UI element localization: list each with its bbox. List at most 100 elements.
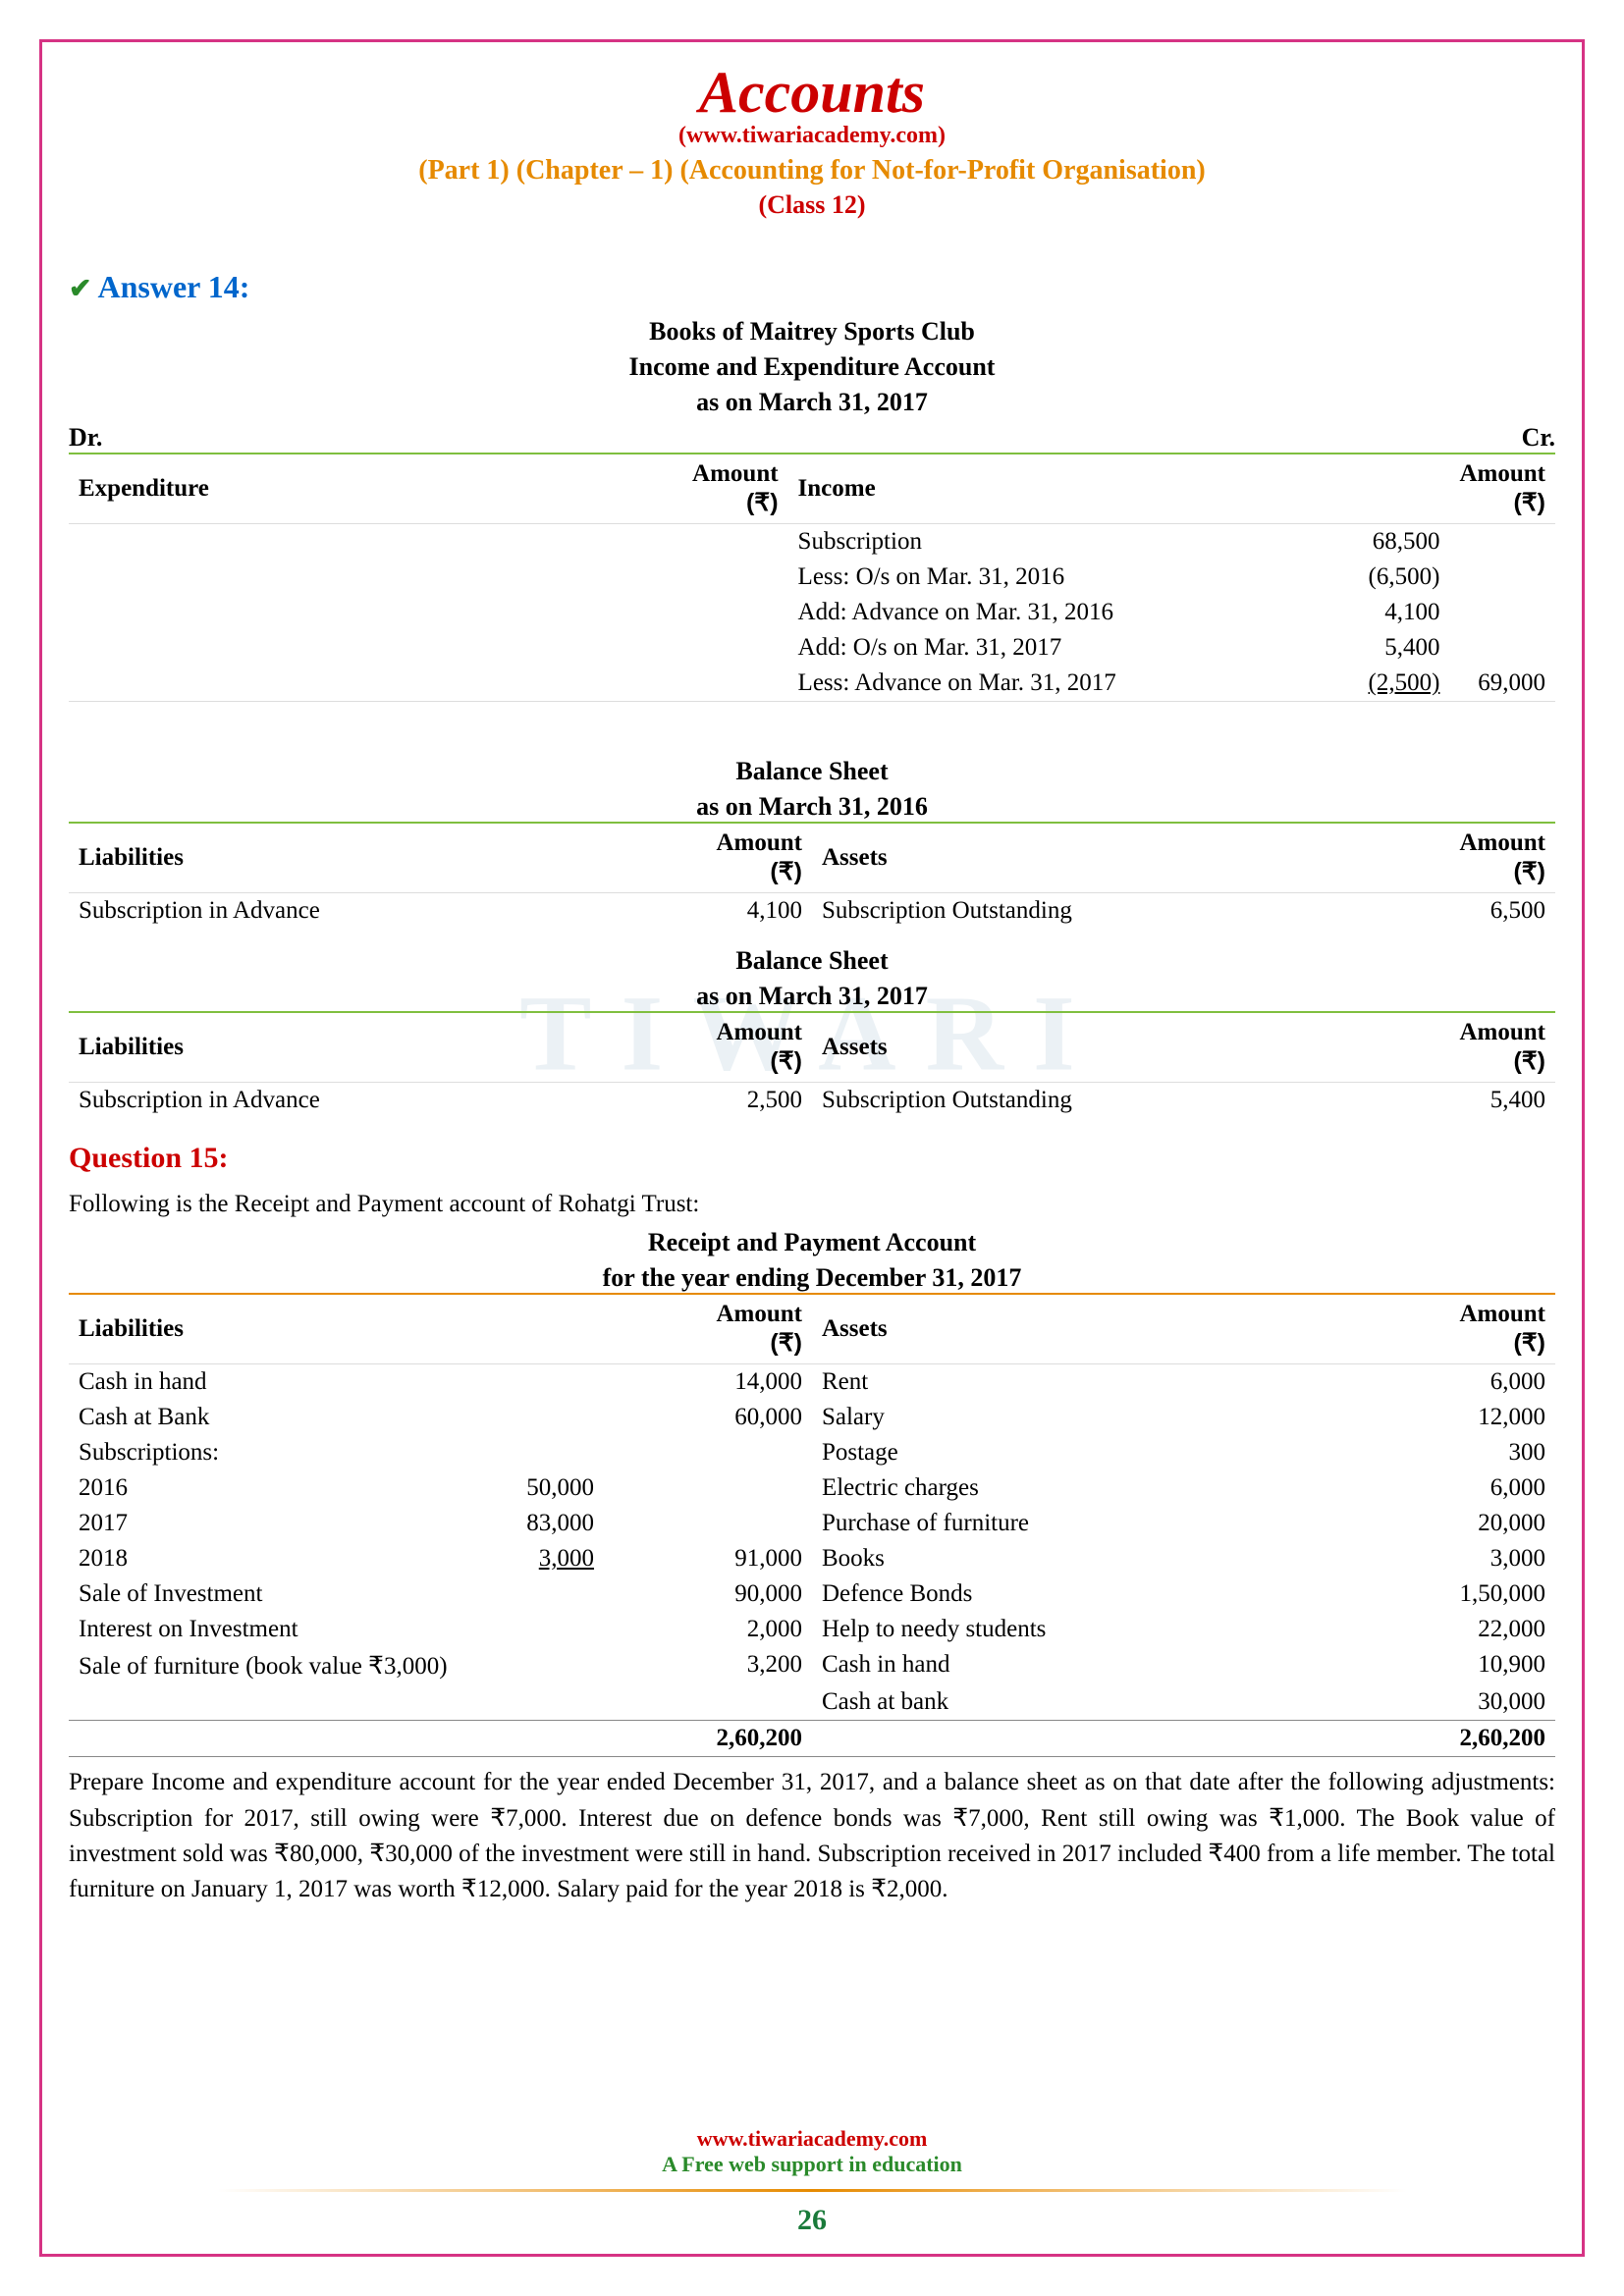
- rp-left-label: Sale of Investment: [69, 1576, 485, 1612]
- asset-label: Subscription Outstanding: [812, 893, 1347, 930]
- asset-amt: 6,500: [1347, 893, 1555, 930]
- bs2016-title: Balance Sheet: [69, 757, 1555, 786]
- rp-left-sub: [485, 1684, 604, 1721]
- income-sub: 68,500: [1304, 524, 1450, 561]
- rp-left-label: Cash in hand: [69, 1364, 485, 1401]
- col-assets: Assets: [812, 823, 1347, 893]
- answer-14-label: Answer 14:: [97, 269, 249, 304]
- book-title: Books of Maitrey Sports Club: [69, 317, 1555, 347]
- income-expenditure-table: Expenditure Amount(₹) Income Amount(₹) S…: [69, 453, 1555, 737]
- liab-label: Subscription in Advance: [69, 1083, 604, 1119]
- rp-right-amt: 20,000: [1347, 1506, 1555, 1541]
- col-amt-r: Amount(₹): [1347, 1294, 1555, 1364]
- rp-left-sub: [485, 1435, 604, 1470]
- rp-left-amt: [604, 1684, 812, 1721]
- rp-left-amt: 60,000: [604, 1400, 812, 1435]
- rp-left-sub: 50,000: [485, 1470, 604, 1506]
- col-assets: Assets: [812, 1294, 1347, 1364]
- rp-right-label: Books: [812, 1541, 1347, 1576]
- rp-left-sub: 83,000: [485, 1506, 604, 1541]
- rp-left-sub: [485, 1647, 604, 1684]
- rp-right-label: Rent: [812, 1364, 1347, 1401]
- rp-left-label: 2018: [69, 1541, 485, 1576]
- footer: www.tiwariacademy.com A Free web support…: [69, 2107, 1555, 2237]
- rp-right-label: Salary: [812, 1400, 1347, 1435]
- income-label: Less: Advance on Mar. 31, 2017: [788, 666, 1304, 702]
- col-sub-l: [485, 1294, 604, 1364]
- rp-left-label: [69, 1684, 485, 1721]
- income-sub: 5,400: [1304, 630, 1450, 666]
- rp-right-amt: 12,000: [1347, 1400, 1555, 1435]
- rp-subtitle: for the year ending December 31, 2017: [69, 1263, 1555, 1293]
- page-content: Accounts (www.tiwariacademy.com) (Part 1…: [69, 59, 1555, 2237]
- col-liab: Liabilities: [69, 1012, 604, 1083]
- col-amt-r: Amount(₹): [1347, 823, 1555, 893]
- col-sub: [1304, 454, 1450, 524]
- rp-left-sub: [485, 1612, 604, 1647]
- answer-14-heading: ✔Answer 14:: [69, 269, 1555, 305]
- rp-right-amt: 1,50,000: [1347, 1576, 1555, 1612]
- rp-left-label: Cash at Bank: [69, 1400, 485, 1435]
- page-number: 26: [69, 2204, 1555, 2237]
- col-liab: Liabilities: [69, 1294, 485, 1364]
- col-amount-right: Amount(₹): [1449, 454, 1555, 524]
- rp-right-label: Defence Bonds: [812, 1576, 1347, 1612]
- rp-left-label: 2017: [69, 1506, 485, 1541]
- footer-url: www.tiwariacademy.com: [69, 2126, 1555, 2152]
- liab-amt: 4,100: [604, 893, 812, 930]
- rp-left-label: Sale of furniture (book value ₹3,000): [69, 1647, 485, 1684]
- rp-left-amt: 3,200: [604, 1647, 812, 1684]
- total-left: 2,60,200: [604, 1721, 812, 1757]
- asset-amt: 5,400: [1347, 1083, 1555, 1119]
- footer-tagline: A Free web support in education: [69, 2152, 1555, 2177]
- col-liab: Liabilities: [69, 823, 604, 893]
- chapter-subtitle: (Part 1) (Chapter – 1) (Accounting for N…: [69, 155, 1555, 187]
- dr-cr-row: Dr. Cr.: [69, 423, 1555, 453]
- rp-right-amt: 30,000: [1347, 1684, 1555, 1721]
- rp-right-amt: 3,000: [1347, 1541, 1555, 1576]
- rp-right-amt: 6,000: [1347, 1470, 1555, 1506]
- rp-left-label: Subscriptions:: [69, 1435, 485, 1470]
- col-expenditure: Expenditure: [69, 454, 585, 524]
- balance-sheet-2016: Liabilities Amount(₹) Assets Amount(₹) S…: [69, 822, 1555, 929]
- rp-right-label: Cash at bank: [812, 1684, 1347, 1721]
- dr-label: Dr.: [69, 423, 102, 453]
- income-label: Add: O/s on Mar. 31, 2017: [788, 630, 1304, 666]
- income-label: Less: O/s on Mar. 31, 2016: [788, 560, 1304, 595]
- rp-left-amt: [604, 1470, 812, 1506]
- rp-right-amt: 6,000: [1347, 1364, 1555, 1401]
- rp-left-sub: [485, 1400, 604, 1435]
- income-sub: (2,500): [1304, 666, 1450, 702]
- col-amt-r: Amount(₹): [1347, 1012, 1555, 1083]
- total-right: 2,60,200: [1347, 1721, 1555, 1757]
- rp-right-amt: 300: [1347, 1435, 1555, 1470]
- col-amt-l: Amount(₹): [604, 1012, 812, 1083]
- rp-left-amt: [604, 1435, 812, 1470]
- rp-right-label: Cash in hand: [812, 1647, 1347, 1684]
- header: Accounts (www.tiwariacademy.com) (Part 1…: [69, 59, 1555, 220]
- income-sub: (6,500): [1304, 560, 1450, 595]
- rp-left-amt: 2,000: [604, 1612, 812, 1647]
- cr-label: Cr.: [1522, 423, 1555, 453]
- question-15-heading: Question 15:: [69, 1142, 1555, 1175]
- income-label: Add: Advance on Mar. 31, 2016: [788, 595, 1304, 630]
- bs2017-date: as on March 31, 2017: [69, 982, 1555, 1011]
- col-amt-l: Amount(₹): [604, 1294, 812, 1364]
- footer-divider: [217, 2189, 1406, 2192]
- rp-left-sub: [485, 1364, 604, 1401]
- q15-paragraph: Prepare Income and expenditure account f…: [69, 1765, 1555, 1907]
- q15-intro: Following is the Receipt and Payment acc…: [69, 1187, 1555, 1222]
- class-line: (Class 12): [69, 190, 1555, 220]
- rp-left-sub: [485, 1576, 604, 1612]
- check-icon: ✔: [69, 274, 91, 304]
- col-assets: Assets: [812, 1012, 1347, 1083]
- rp-right-amt: 22,000: [1347, 1612, 1555, 1647]
- rp-left-amt: [604, 1506, 812, 1541]
- account-title: Income and Expenditure Account: [69, 352, 1555, 382]
- receipt-payment-table: Liabilities Amount(₹) Assets Amount(₹) C…: [69, 1293, 1555, 1757]
- header-url: (www.tiwariacademy.com): [69, 123, 1555, 149]
- col-income: Income: [788, 454, 1304, 524]
- rp-right-label: Help to needy students: [812, 1612, 1347, 1647]
- rp-left-amt: 14,000: [604, 1364, 812, 1401]
- income-label: Subscription: [788, 524, 1304, 561]
